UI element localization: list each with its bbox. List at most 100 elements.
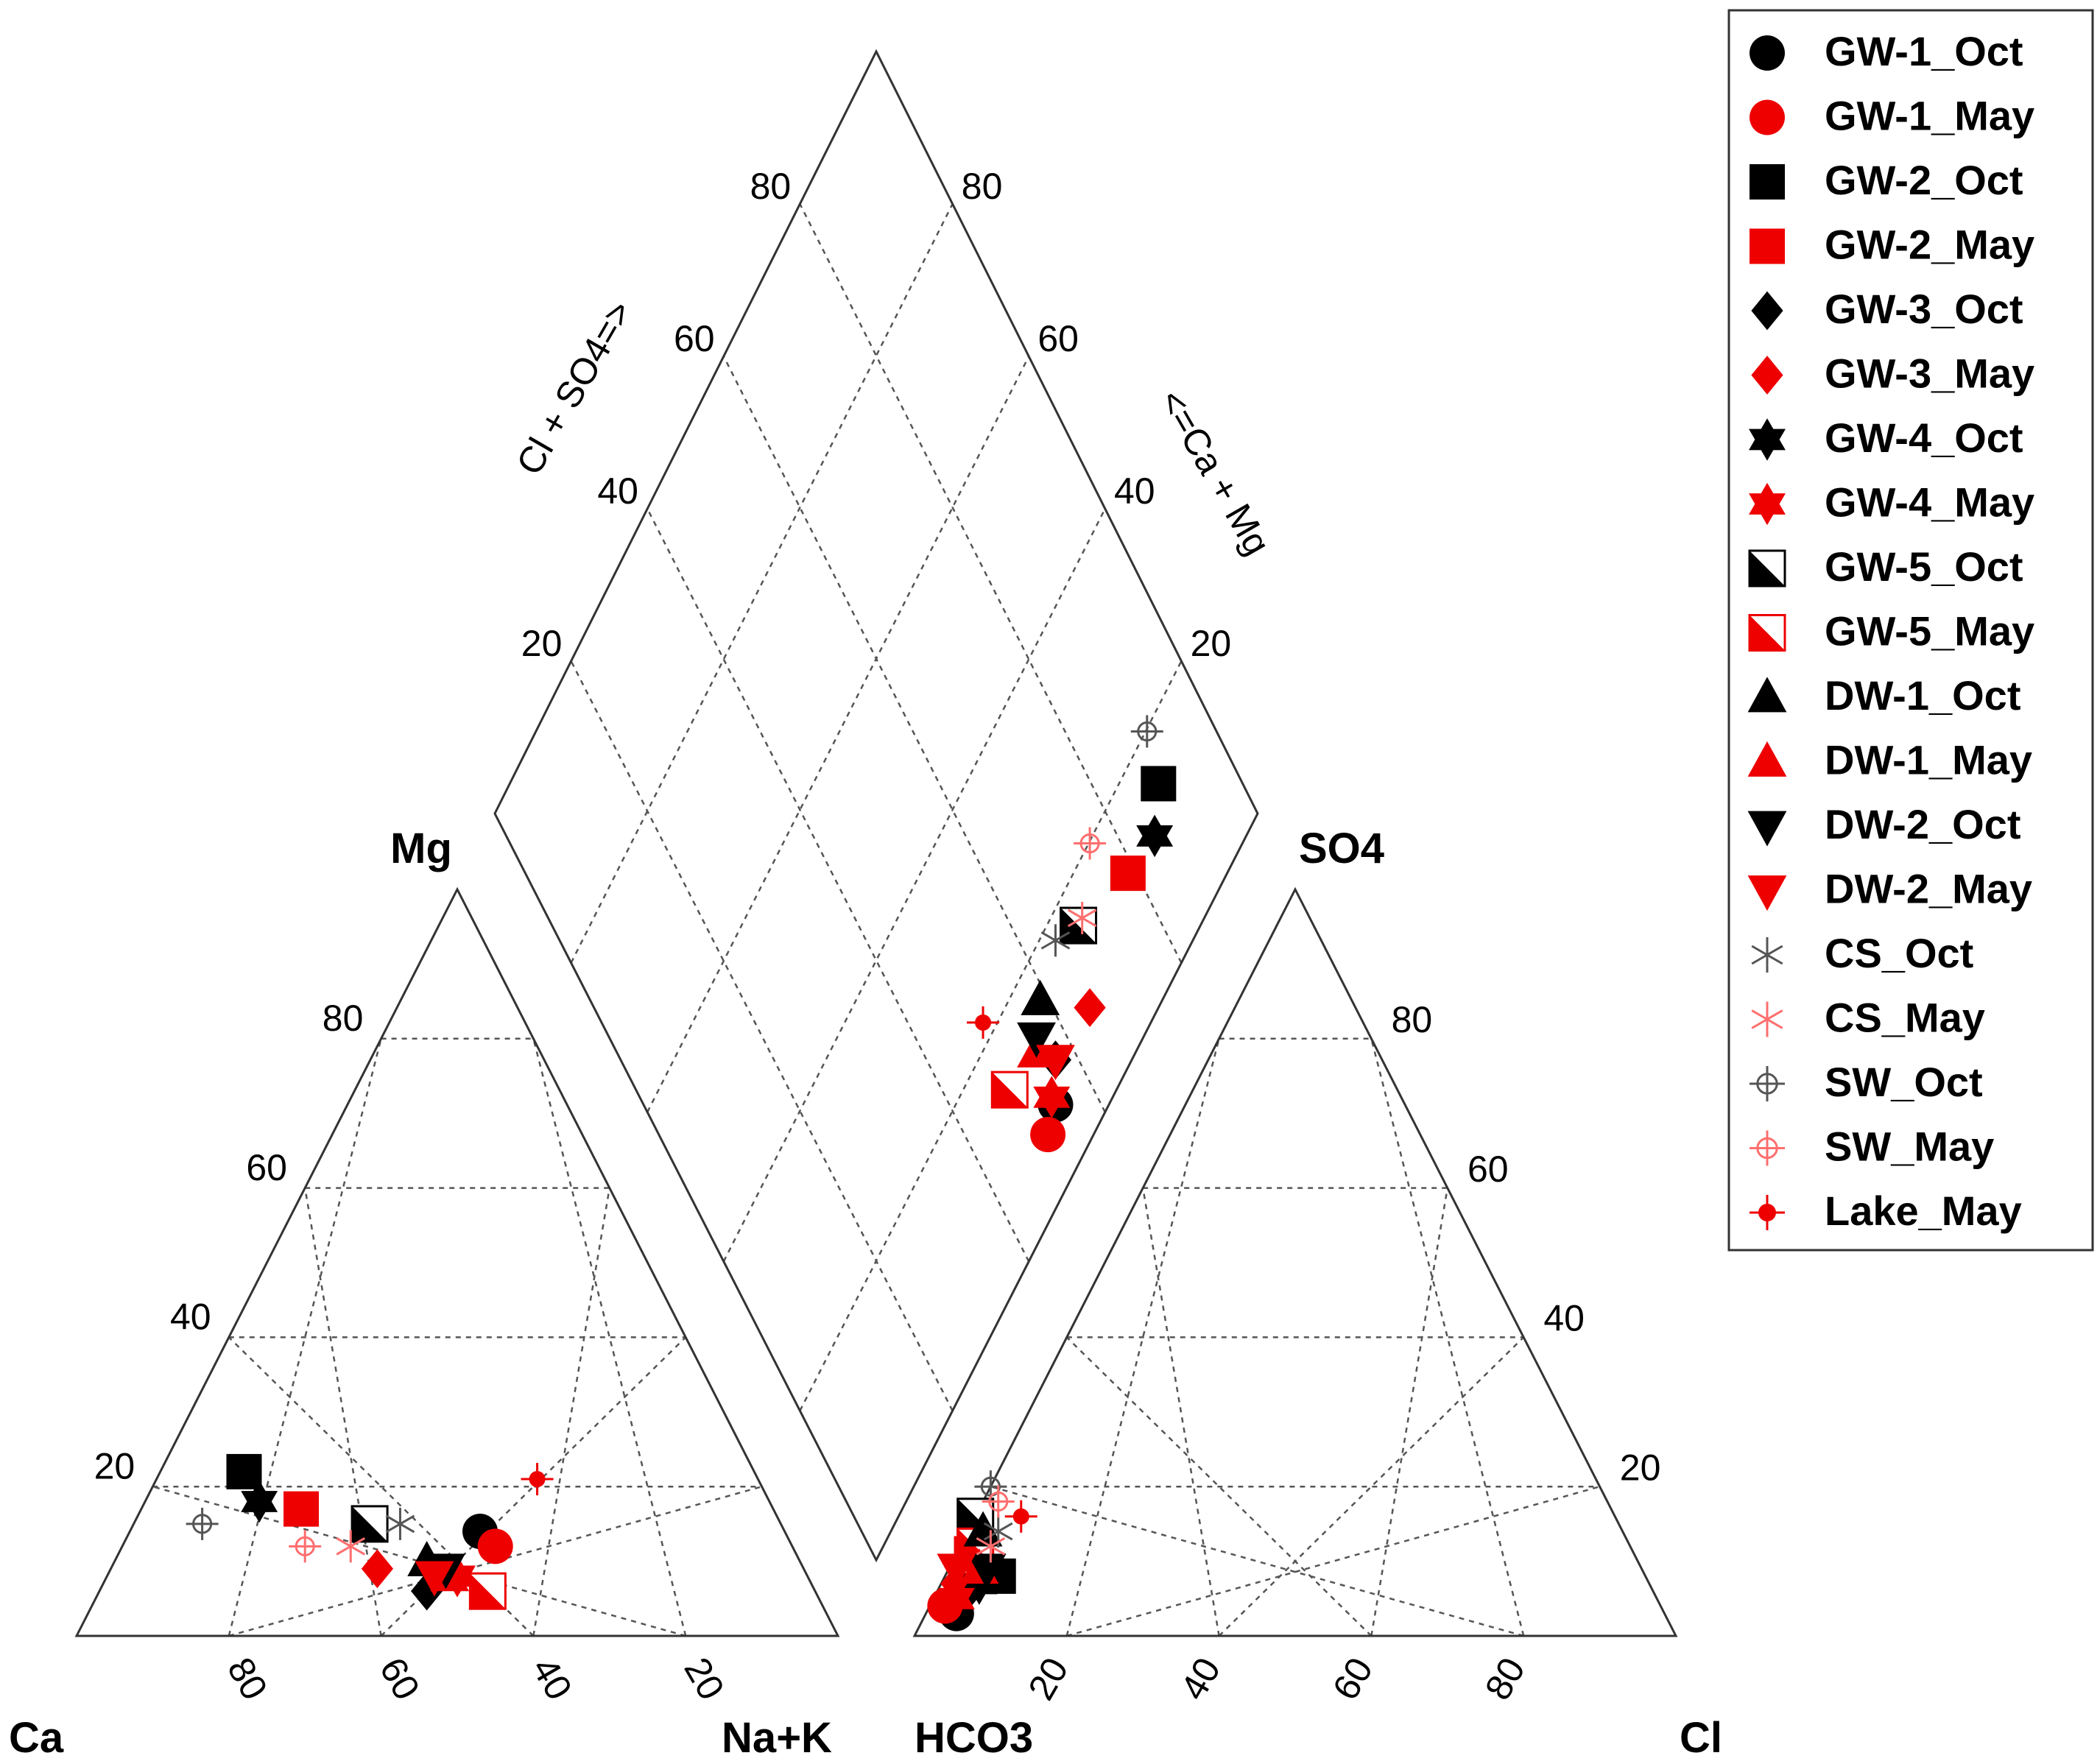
point-diamond-gw-5-may-shape2 (992, 1072, 1028, 1108)
point-diamond-dw-2-oct-shape (1017, 1022, 1056, 1058)
corner-label-ca: Ca (9, 1714, 64, 1762)
legend-marker-cs-may-stroke (1751, 1009, 1783, 1029)
point-diamond-dw-1-oct (1021, 979, 1060, 1015)
legend-marker-gw-1-oct (1750, 35, 1785, 71)
tick-layer: 20 40 60 80 80 60 40 20 20 40 60 80 20 40 60 80 20 40 60 80… (94, 166, 1661, 1707)
legend-marker-gw-2-oct-shape (1750, 164, 1785, 200)
diamond-left-tick-20: 20 (521, 623, 563, 664)
legend-box (1727, 9, 2094, 1252)
point-anion-gw-4-may-shape2 (937, 1587, 975, 1620)
legend-label-lake-may: Lake_May (1825, 1188, 2022, 1234)
cation-bottom-tick-80: 80 (219, 1651, 275, 1707)
diamond-left-tick-80: 80 (750, 166, 792, 207)
point-diamond-gw-1-may (1030, 1117, 1066, 1153)
legend-label-gw-4-oct: GW-4_Oct (1825, 414, 2023, 461)
legend-marker-gw-3-oct-shape (1751, 291, 1783, 331)
grid-layer (152, 203, 1600, 1637)
point-anion-cs-may-stroke (976, 1537, 1006, 1556)
cation-bottom-tick-20: 20 (676, 1651, 732, 1707)
legend-label-gw-2-oct: GW-2_Oct (1825, 157, 2023, 203)
legend-label-dw-1-oct: DW-1_Oct (1825, 672, 2020, 719)
legend-marker-gw-4-may (1749, 482, 1786, 526)
point-anion-cs-oct-stroke (983, 1522, 1013, 1541)
legend-marker-gw-2-may-shape (1750, 228, 1785, 264)
point-anion-lake-may (1004, 1500, 1037, 1533)
point-cation-dw-2-may-shape (415, 1561, 454, 1597)
point-diamond-dw-2-oct (1017, 1022, 1056, 1058)
point-cation-gw-4-oct (241, 1480, 278, 1523)
anion-bottom-tick-80: 80 (1477, 1651, 1533, 1707)
point-diamond-sw-may (1074, 827, 1107, 860)
legend-marker-cs-oct (1751, 937, 1783, 973)
point-anion-dw-1-oct (963, 1511, 1003, 1547)
point-anion-cs-may (976, 1530, 1006, 1563)
legend-label-dw-2-oct: DW-2_Oct (1825, 801, 2020, 847)
point-cation-gw-2-may-shape (283, 1491, 320, 1527)
point-cation-gw-5-may (468, 1572, 507, 1610)
legend-marker-gw-5-oct (1748, 549, 1786, 588)
point-cation-cs-may (336, 1530, 366, 1563)
diamond-grid-a (570, 203, 954, 964)
point-diamond-gw-4-oct-shape2 (1136, 825, 1174, 858)
point-cation-sw-oct (186, 1507, 219, 1540)
legend-label-cs-oct: CS_Oct (1825, 930, 1973, 976)
anion-grid-b (1218, 1336, 1525, 1637)
point-anion-dw-2-oct (967, 1553, 1007, 1590)
legend-label-cs-may: CS_May (1825, 994, 1985, 1040)
diamond-grid-a (646, 356, 1030, 1113)
legend-marker-cs-oct-stroke (1751, 945, 1783, 965)
anion-grid-b (1370, 1188, 1449, 1637)
anion-grid-b (1066, 1485, 1600, 1637)
legend-marker-lake-may (1750, 1195, 1785, 1230)
point-diamond-cs-may-stroke (1067, 909, 1097, 928)
legend-label-gw-1-oct: GW-1_Oct (1825, 28, 2023, 74)
legend-label-sw-oct: SW_Oct (1825, 1059, 1983, 1105)
cation-triangle (74, 886, 840, 1637)
diamond-right-tick-20: 20 (1191, 623, 1232, 664)
diamond-grid-b (722, 356, 1106, 1113)
cation-grid-b (380, 1336, 687, 1637)
point-cation-dw-2-may (415, 1561, 454, 1597)
corner-label-so4: SO4 (1299, 825, 1384, 872)
point-diamond-gw-1-may-shape (1030, 1117, 1066, 1153)
diamond-grid-a (722, 508, 1106, 1262)
legend-marker-gw-4-oct (1749, 418, 1786, 461)
legend-label-gw-4-may: GW-4_May (1825, 479, 2034, 525)
legend-label-dw-1-may: DW-1_May (1825, 736, 2032, 783)
legend-marker-gw-4-may-shape2 (1749, 493, 1786, 526)
corner-label-mg: Mg (390, 825, 452, 872)
legend-label-gw-5-may: GW-5_May (1825, 607, 2034, 654)
point-diamond-gw-3-may-shape (1074, 988, 1106, 1028)
diamond-left-axis-label: Cl + SO4=> (508, 294, 641, 481)
point-anion-gw-4-may (937, 1577, 975, 1620)
point-cation-gw-3-may (361, 1549, 394, 1589)
legend: GW-1_Oct GW-1_May GW-2_Oct GW-2_May GW-3_Oct… (1727, 9, 2094, 1252)
point-diamond-gw-5-oct (1060, 906, 1098, 945)
legend-marker-gw-2-may (1750, 228, 1785, 264)
point-diamond-gw-5-oct-shape2 (1060, 908, 1096, 944)
point-anion-sw-may (982, 1485, 1015, 1518)
legend-marker-dw-2-oct (1747, 811, 1787, 847)
point-diamond-gw-4-may-shape2 (1033, 1086, 1071, 1119)
diamond-grid-a (799, 660, 1183, 1411)
diamond-right-tick-60: 60 (1037, 318, 1079, 359)
point-cation-gw-2-oct (226, 1453, 262, 1489)
point-cation-gw-1-may-shape (477, 1528, 513, 1564)
point-cation-gw-5-may-shape2 (470, 1573, 506, 1609)
diamond-grid-b (646, 508, 1030, 1262)
legend-marker-gw-5-may-shape2 (1750, 615, 1785, 651)
point-diamond-gw-2-oct (1141, 766, 1177, 802)
legend-label-gw-3-may: GW-3_May (1825, 350, 2034, 396)
point-anion-dw-1-oct-shape (963, 1511, 1003, 1547)
diamond-left-tick-60: 60 (674, 318, 715, 359)
point-cation-sw-may (289, 1530, 322, 1563)
diamond-grid-b (799, 203, 1183, 964)
anion-bottom-tick-60: 60 (1325, 1651, 1381, 1707)
legend-marker-gw-3-oct (1751, 291, 1783, 331)
legend-label-gw-5-oct: GW-5_Oct (1825, 543, 2023, 590)
legend-marker-gw-3-may-shape (1751, 356, 1783, 395)
point-cation-gw-5-oct-shape2 (352, 1506, 388, 1542)
cation-left-tick-60: 60 (246, 1147, 287, 1188)
point-cation-gw-2-oct-shape (226, 1453, 262, 1489)
